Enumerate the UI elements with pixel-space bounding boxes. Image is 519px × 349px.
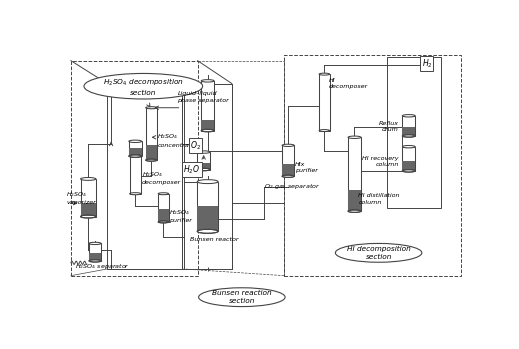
Ellipse shape — [80, 178, 96, 180]
Bar — [184, 83, 232, 269]
Text: Reflux
drum: Reflux drum — [379, 121, 399, 132]
Bar — [284, 55, 461, 276]
Text: HI decomposition
section: HI decomposition section — [347, 246, 411, 260]
Text: $O_2$ gas separator: $O_2$ gas separator — [264, 183, 320, 192]
Ellipse shape — [402, 170, 415, 172]
Ellipse shape — [201, 129, 214, 132]
Bar — [402, 127, 415, 136]
Ellipse shape — [402, 170, 415, 172]
Bar — [80, 179, 96, 216]
Ellipse shape — [282, 175, 294, 177]
Ellipse shape — [197, 229, 218, 233]
Bar — [130, 156, 141, 194]
Bar — [201, 81, 214, 131]
Bar — [197, 163, 210, 170]
Ellipse shape — [402, 114, 415, 117]
Text: $H_2SO_4$
vaporizer: $H_2SO_4$ vaporizer — [66, 190, 96, 205]
Bar — [319, 74, 330, 131]
Bar — [402, 161, 415, 171]
Bar — [348, 191, 361, 211]
Bar — [71, 61, 198, 276]
Text: $H_2SO_4$ separator: $H_2SO_4$ separator — [75, 262, 130, 271]
Text: Bunsen reactor: Bunsen reactor — [190, 237, 239, 242]
Ellipse shape — [80, 215, 96, 218]
Ellipse shape — [158, 221, 169, 223]
Ellipse shape — [89, 260, 101, 262]
Ellipse shape — [319, 129, 330, 132]
Text: $H_2SO_4$
decomposer: $H_2SO_4$ decomposer — [142, 170, 181, 185]
Ellipse shape — [89, 242, 101, 245]
Text: $H_2O$: $H_2O$ — [183, 163, 200, 176]
Ellipse shape — [129, 140, 142, 142]
Bar — [201, 120, 214, 131]
Bar — [387, 57, 441, 208]
Ellipse shape — [402, 135, 415, 137]
Bar — [402, 116, 415, 136]
Text: $O_2$: $O_2$ — [190, 139, 201, 151]
Bar — [197, 207, 218, 231]
Text: Bunsen reaction
section: Bunsen reaction section — [212, 290, 271, 304]
Text: $H_2SO_4$
concentrator: $H_2SO_4$ concentrator — [157, 132, 198, 148]
Bar — [80, 203, 96, 216]
Ellipse shape — [158, 221, 169, 223]
Ellipse shape — [348, 210, 361, 213]
Ellipse shape — [130, 193, 141, 195]
Ellipse shape — [146, 159, 157, 161]
Bar — [158, 194, 169, 222]
Bar — [197, 152, 210, 170]
Bar — [158, 209, 169, 222]
Text: $H_2SO_4$
purifier: $H_2SO_4$ purifier — [169, 208, 192, 223]
Text: $H_2$: $H_2$ — [421, 57, 432, 70]
Ellipse shape — [84, 73, 202, 99]
Bar — [89, 244, 101, 261]
Bar — [89, 253, 101, 261]
Bar — [348, 137, 361, 211]
Bar — [146, 108, 157, 160]
Text: HIx
purifier: HIx purifier — [295, 162, 318, 173]
Ellipse shape — [348, 136, 361, 139]
Ellipse shape — [201, 80, 214, 82]
Ellipse shape — [158, 193, 169, 195]
Ellipse shape — [197, 180, 218, 184]
Ellipse shape — [130, 155, 141, 157]
Bar — [107, 83, 182, 269]
Ellipse shape — [199, 288, 285, 306]
Ellipse shape — [197, 151, 210, 153]
Bar — [282, 164, 294, 176]
Ellipse shape — [129, 155, 142, 157]
Ellipse shape — [282, 144, 294, 147]
Ellipse shape — [201, 129, 214, 132]
Ellipse shape — [146, 159, 157, 161]
Ellipse shape — [197, 168, 210, 171]
Ellipse shape — [80, 215, 96, 218]
Text: Liquid–liquid
phase separator: Liquid–liquid phase separator — [177, 91, 229, 103]
Text: $H_2SO_4$ decomposition
section: $H_2SO_4$ decomposition section — [103, 77, 184, 96]
Ellipse shape — [146, 107, 157, 109]
Ellipse shape — [282, 175, 294, 177]
Bar — [402, 147, 415, 171]
Ellipse shape — [348, 210, 361, 213]
Ellipse shape — [402, 135, 415, 137]
Ellipse shape — [129, 155, 142, 157]
Ellipse shape — [402, 146, 415, 148]
Bar — [129, 141, 142, 156]
Bar — [146, 146, 157, 160]
Text: HI distillation
column: HI distillation column — [359, 193, 400, 205]
Ellipse shape — [335, 244, 422, 262]
Ellipse shape — [197, 168, 210, 171]
Ellipse shape — [89, 260, 101, 262]
Bar — [129, 148, 142, 156]
Bar — [197, 181, 218, 231]
Ellipse shape — [197, 229, 218, 233]
Bar — [282, 145, 294, 176]
Text: HI
decomposer: HI decomposer — [329, 78, 367, 89]
Ellipse shape — [319, 73, 330, 75]
Text: HI recovery
column: HI recovery column — [362, 156, 399, 167]
